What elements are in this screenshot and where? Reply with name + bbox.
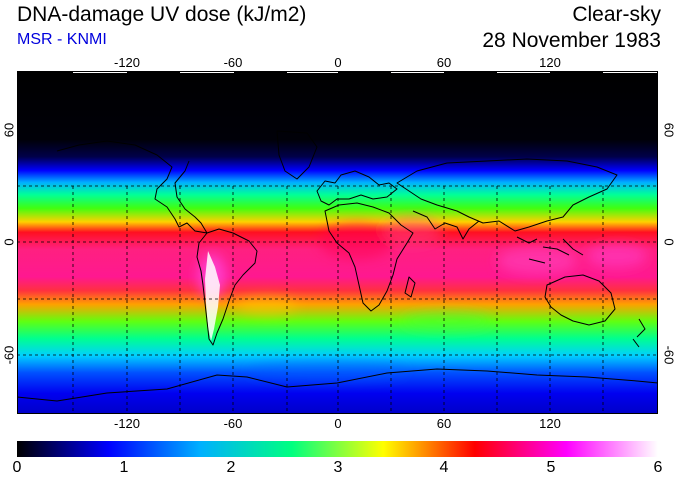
madagascar-coast: [404, 276, 416, 298]
arabia-india-coast: [412, 210, 480, 240]
lon-top-tick-label: 0: [334, 55, 342, 70]
lat-left-tick-label: 0: [1, 238, 17, 246]
colorbar-gradient: [17, 441, 658, 457]
south-america-coast: [196, 228, 258, 346]
lon-bottom-tick-label: 120: [539, 416, 561, 431]
greenland-coast: [276, 130, 318, 180]
map-frame: [17, 71, 658, 414]
europe-coast: [316, 170, 398, 206]
colorbar: [17, 441, 658, 457]
source-label: MSR - KNMI: [17, 31, 107, 48]
lon-bottom-tick-label: 60: [436, 416, 452, 431]
africa-coast: [324, 202, 414, 312]
lat-left-tick-label: 60: [1, 122, 17, 138]
uv-dose-world-map: [17, 71, 658, 414]
colorbar-tick-label: 4: [439, 459, 449, 476]
se-asia-islands: [516, 236, 584, 264]
new-zealand-coast: [632, 318, 646, 348]
north-america-coast: [56, 140, 208, 234]
graticule: [17, 185, 658, 414]
lon-top-tick-label: 120: [539, 55, 561, 70]
colorbar-tick-label: 5: [546, 459, 556, 476]
sky-condition-label: Clear-sky: [572, 3, 661, 26]
date-label: 28 November 1983: [482, 29, 661, 52]
lon-top-tick-label: -60: [223, 55, 243, 70]
map-title: DNA-damage UV dose (kJ/m2): [17, 3, 307, 26]
australia-coast: [544, 274, 616, 326]
colorbar-tick-label: 1: [119, 459, 129, 476]
lon-bottom-tick-label: 0: [334, 416, 342, 431]
lat-right-tick-label: -60: [661, 345, 677, 365]
andes-peak-dose: [205, 251, 220, 341]
lon-bottom-tick-label: -60: [223, 416, 243, 431]
colorbar-tick-label: 2: [226, 459, 236, 476]
lon-top-tick-label: -120: [113, 55, 141, 70]
lat-right-tick-label: 60: [661, 122, 677, 138]
lon-top-tick-label: 60: [436, 55, 452, 70]
lat-left-tick-label: -60: [1, 345, 17, 365]
colorbar-tick-label: 0: [12, 459, 22, 476]
lat-right-tick-label: 0: [661, 238, 677, 246]
asia-coast: [396, 158, 618, 232]
colorbar-tick-label: 3: [333, 459, 343, 476]
colorbar-tick-label: 6: [653, 459, 663, 476]
lon-bottom-tick-label: -120: [113, 416, 141, 431]
dose-anomalies: [198, 217, 647, 381]
